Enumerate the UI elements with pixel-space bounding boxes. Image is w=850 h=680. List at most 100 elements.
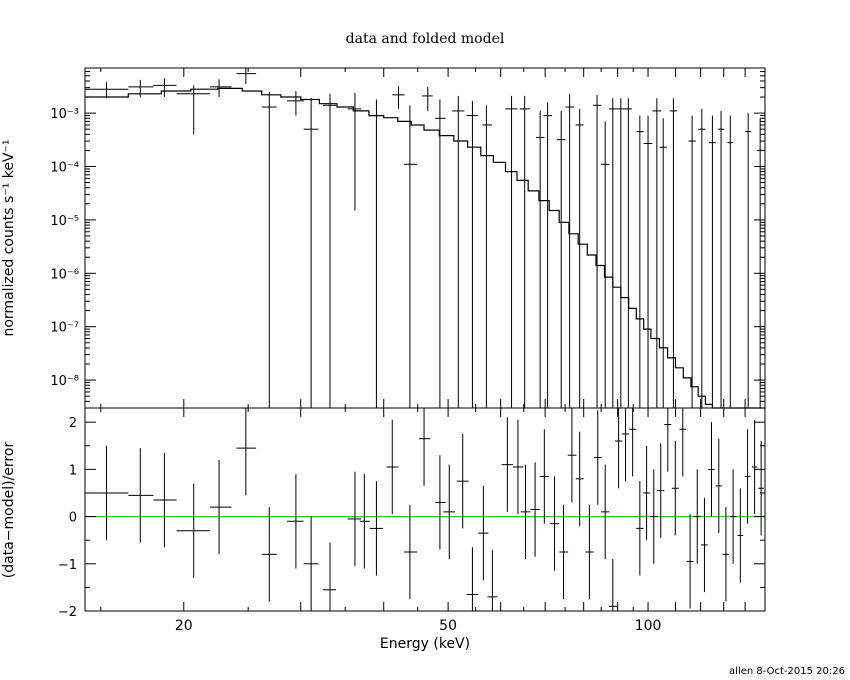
residual-point: [303, 516, 319, 611]
residual-point: [418, 408, 431, 486]
y-tick-label: 1: [69, 463, 77, 478]
y-tick-label: 10⁻³: [50, 107, 79, 122]
residual-point: [487, 549, 498, 611]
top-y-tick-labels: 10⁻⁸ 10⁻⁷ 10⁻⁶ 10⁻⁵ 10⁻⁴ 10⁻³: [50, 107, 79, 389]
data-points: [85, 68, 764, 408]
data-point: [575, 108, 584, 408]
residual-point: [751, 419, 758, 515]
residual-point: [261, 507, 277, 602]
residual-point: [478, 485, 489, 581]
data-point: [153, 78, 177, 98]
residual-point: [359, 474, 370, 569]
residual-point: [559, 504, 569, 600]
data-point: [505, 95, 518, 408]
residual-point: [539, 429, 549, 524]
residual-point: [615, 408, 623, 489]
y-tick-label: 10⁻⁶: [50, 267, 79, 282]
y-tick-label: 0: [69, 511, 77, 526]
y-tick-label: −2: [58, 605, 77, 620]
data-point: [556, 110, 566, 408]
y-tick-label: 2: [69, 416, 77, 431]
residual-point: [128, 448, 154, 543]
residual-point: [628, 408, 637, 477]
data-point: [403, 105, 418, 408]
residual-point: [567, 408, 577, 503]
residual-point: [643, 445, 651, 541]
data-point: [466, 100, 479, 408]
residual-point: [456, 433, 469, 529]
data-point: [636, 115, 644, 408]
bottom-y-axis-label: (data−model)/error: [1, 442, 17, 579]
data-point: [422, 86, 433, 111]
data-point: [624, 98, 633, 408]
data-point: [209, 79, 232, 98]
residual-point: [575, 431, 584, 527]
data-point: [717, 110, 725, 408]
x-tick-labels: 20 50 100: [175, 618, 662, 634]
data-point: [601, 121, 610, 408]
residual-point: [85, 445, 129, 541]
residual-point: [621, 408, 630, 482]
x-axis-label: Energy (keV): [380, 636, 470, 652]
data-point: [652, 98, 662, 408]
y-tick-label: 10⁻⁸: [50, 374, 79, 389]
residual-point: [530, 462, 540, 557]
residual-point: [701, 497, 708, 593]
data-point: [347, 92, 362, 211]
data-point: [286, 90, 304, 116]
residual-points: [85, 408, 764, 611]
residual-point: [650, 469, 658, 564]
data-point: [592, 94, 602, 408]
data-point: [565, 93, 574, 408]
data-point: [519, 95, 530, 408]
x-tick-label: 20: [175, 618, 193, 634]
data-point: [543, 102, 553, 408]
residual-point: [369, 481, 384, 576]
data-point: [608, 98, 618, 408]
data-point: [643, 115, 653, 408]
data-point: [617, 98, 625, 408]
data-point: [482, 105, 492, 408]
residual-point: [715, 438, 722, 534]
residual-point: [686, 514, 694, 609]
x-tick-label: 50: [439, 618, 457, 634]
bottom-axis-ticks: [85, 408, 766, 612]
data-point: [435, 99, 446, 408]
residual-point: [585, 504, 594, 600]
data-point: [303, 98, 319, 408]
residual-point: [708, 422, 715, 517]
residual-point: [443, 464, 455, 560]
data-point: [322, 93, 337, 408]
residual-point: [236, 408, 257, 496]
folded-model-line: [85, 87, 765, 409]
residual-point: [501, 417, 513, 512]
x-tick-label: 100: [635, 618, 662, 634]
residual-point: [730, 469, 737, 564]
residual-point: [744, 429, 751, 524]
data-point: [128, 79, 154, 98]
residual-point: [608, 559, 618, 611]
data-point: [688, 115, 696, 408]
data-point: [745, 113, 752, 408]
residual-point: [209, 459, 232, 555]
y-tick-label: 10⁻⁵: [50, 214, 79, 229]
chart-title: data and folded model: [346, 31, 505, 47]
residual-point: [550, 476, 560, 571]
residual-point: [403, 504, 418, 600]
residual-point: [520, 464, 531, 560]
residual-point: [601, 464, 610, 560]
data-point: [236, 68, 257, 85]
residual-point: [693, 469, 701, 564]
data-point: [85, 82, 129, 99]
top-panel: 10⁻⁸ 10⁻⁷ 10⁻⁶ 10⁻⁵ 10⁻⁴ 10⁻³: [50, 67, 766, 409]
data-point: [176, 85, 210, 135]
y-tick-label: −1: [58, 558, 77, 573]
residual-point: [286, 474, 304, 569]
residual-point: [636, 481, 644, 576]
residual-point: [593, 410, 602, 505]
data-point: [369, 99, 384, 408]
residual-point: [153, 452, 177, 548]
residual-point: [657, 443, 665, 538]
footer-timestamp: allen 8-Oct-2015 20:26: [729, 666, 845, 677]
